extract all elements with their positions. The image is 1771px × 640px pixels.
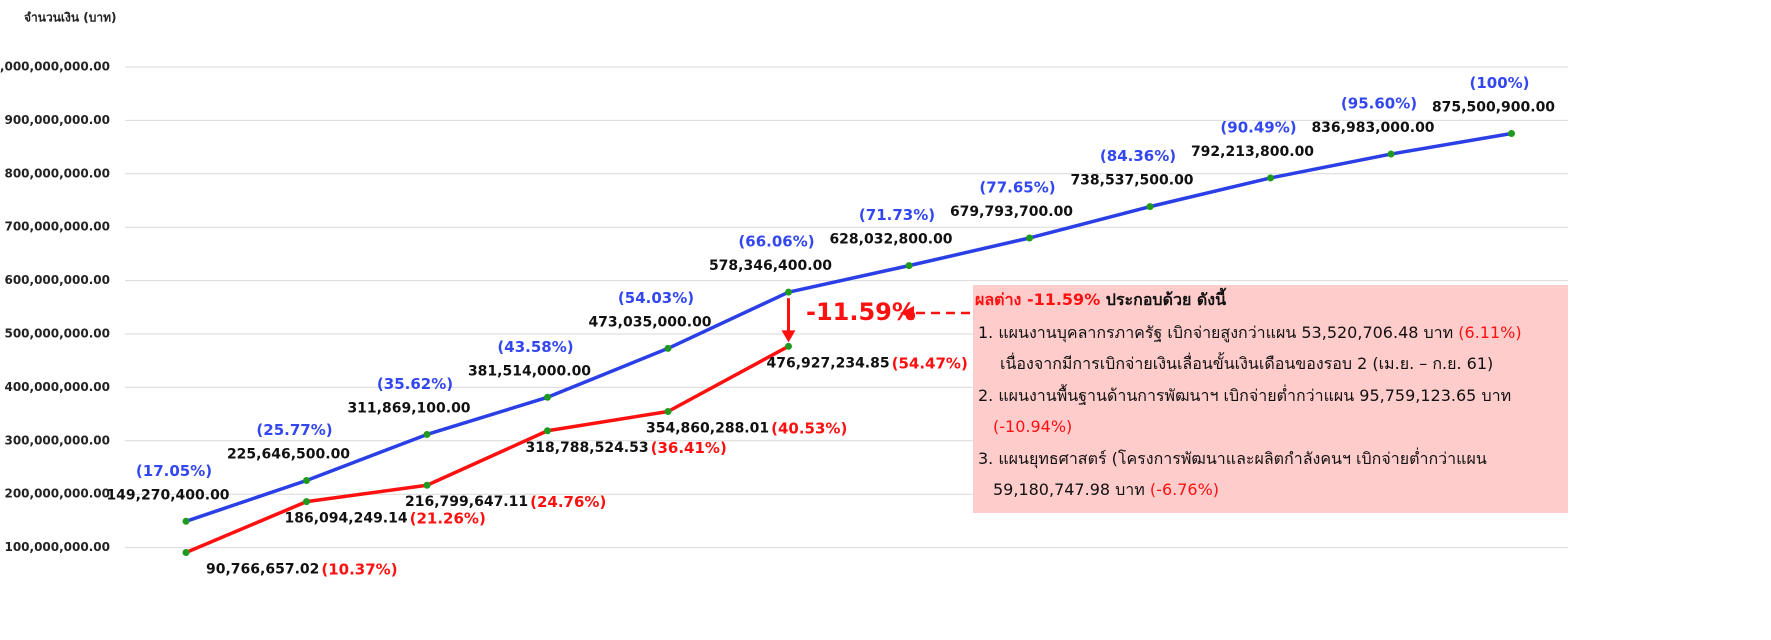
point bbox=[1508, 129, 1515, 137]
percent-label: (40.53%) bbox=[771, 419, 847, 437]
difference-label: -11.59% bbox=[806, 298, 916, 326]
value-label: 578,346,400.00 bbox=[709, 258, 832, 274]
point bbox=[544, 427, 551, 435]
value-label: 628,032,800.00 bbox=[829, 232, 952, 248]
value-text: 216,799,647.11 bbox=[405, 494, 528, 510]
percent-label: (54.03%) bbox=[618, 289, 694, 307]
note-text: เนื่องจากมีการเบิกจ่ายเงินเลื่อนขั้นเงิน… bbox=[1000, 352, 1493, 373]
note-line: 59,180,747.98 บาท (-6.76%) bbox=[993, 480, 1219, 499]
point bbox=[182, 517, 190, 525]
value-label: 836,983,000.00 bbox=[1311, 120, 1434, 136]
percent-label: (84.36%) bbox=[1100, 147, 1176, 165]
series-line bbox=[185, 344, 790, 555]
value-label: 354,860,288.01 (40.53%) bbox=[646, 419, 847, 437]
note-text: 1. แผนงานบุคลากรภาครัฐ เบิกจ่ายสูงกว่าแผ… bbox=[978, 323, 1458, 343]
point bbox=[1146, 203, 1154, 211]
percent-label: (71.73%) bbox=[859, 206, 935, 224]
point bbox=[182, 549, 190, 557]
value-text: 90,766,657.02 bbox=[206, 562, 319, 578]
note-text: (-6.76%) bbox=[1150, 480, 1219, 499]
point bbox=[1387, 150, 1395, 158]
note-text: (6.11%) bbox=[1458, 323, 1521, 342]
value-label: 186,094,249.14 (21.26%) bbox=[285, 509, 486, 527]
note-text: ผลต่าง -11.59% bbox=[975, 290, 1100, 309]
y-tick-label: 100,000,000.00 bbox=[4, 540, 110, 554]
point bbox=[303, 477, 310, 485]
percent-label: (66.06%) bbox=[738, 233, 814, 251]
note-text: ประกอบด้วย ดังนี้ bbox=[1100, 287, 1226, 309]
y-tick-label: 700,000,000.00 bbox=[4, 220, 110, 234]
percent-label: (35.62%) bbox=[377, 375, 453, 393]
y-tick-label: 1,000,000,000.00 bbox=[0, 60, 110, 74]
percent-label: (21.26%) bbox=[410, 509, 486, 527]
point bbox=[423, 481, 431, 489]
point bbox=[303, 498, 310, 506]
point bbox=[544, 393, 551, 401]
percent-label: (100%) bbox=[1469, 74, 1529, 92]
y-tick-label: 200,000,000.00 bbox=[4, 487, 110, 501]
value-label: 318,788,524.53 (36.41%) bbox=[526, 438, 727, 456]
value-text: 318,788,524.53 bbox=[526, 440, 649, 456]
value-label: 216,799,647.11 (24.76%) bbox=[405, 493, 606, 511]
arrow-head bbox=[900, 306, 914, 320]
note-line: (-10.94%) bbox=[993, 417, 1072, 436]
point bbox=[423, 430, 431, 438]
note-line: 3. แผนยุทธศาสตร์ (โครงการพัฒนาและผลิตกำล… bbox=[978, 447, 1487, 469]
value-label: 875,500,900.00 bbox=[1432, 99, 1555, 115]
y-tick-label: 600,000,000.00 bbox=[4, 273, 110, 287]
y-tick-label: 900,000,000.00 bbox=[4, 113, 110, 127]
note-text: (-10.94%) bbox=[993, 417, 1072, 436]
value-label: 679,793,700.00 bbox=[950, 204, 1073, 220]
percent-label: (77.65%) bbox=[979, 178, 1055, 196]
value-text: 186,094,249.14 bbox=[285, 511, 408, 527]
y-tick-label: 300,000,000.00 bbox=[4, 433, 110, 447]
note-text: 3. แผนยุทธศาสตร์ (โครงการพัฒนาและผลิตกำล… bbox=[978, 447, 1487, 469]
value-label: 792,213,800.00 bbox=[1191, 144, 1314, 160]
percent-label: (90.49%) bbox=[1220, 118, 1296, 136]
y-axis-label: จำนวนเงิน (บาท) bbox=[24, 11, 117, 25]
y-tick-label: 500,000,000.00 bbox=[4, 327, 110, 341]
note-line: ผลต่าง -11.59% ประกอบด้วย ดังนี้ bbox=[975, 287, 1226, 309]
arrow-head bbox=[781, 330, 796, 343]
percent-label: (95.60%) bbox=[1341, 95, 1417, 113]
y-tick-label: 400,000,000.00 bbox=[4, 380, 110, 394]
point bbox=[785, 288, 792, 296]
percent-label: (24.76%) bbox=[530, 493, 606, 511]
percent-label: (43.58%) bbox=[497, 338, 573, 356]
note-text: 59,180,747.98 บาท bbox=[993, 480, 1150, 499]
point bbox=[664, 408, 672, 416]
percent-label: (25.77%) bbox=[256, 421, 332, 439]
value-label: 381,514,000.00 bbox=[468, 363, 591, 379]
value-label: 738,537,500.00 bbox=[1070, 173, 1193, 189]
value-label: 473,035,000.00 bbox=[588, 314, 711, 330]
note-line: เนื่องจากมีการเบิกจ่ายเงินเลื่อนขั้นเงิน… bbox=[1000, 352, 1493, 373]
point bbox=[1267, 174, 1274, 182]
point bbox=[785, 342, 792, 350]
point bbox=[905, 262, 913, 270]
note-line: 1. แผนงานบุคลากรภาครัฐ เบิกจ่ายสูงกว่าแผ… bbox=[978, 323, 1522, 343]
value-label: 311,869,100.00 bbox=[347, 400, 470, 416]
point bbox=[1026, 234, 1033, 242]
value-label: 90,766,657.02 (10.37%) bbox=[206, 560, 398, 578]
percent-label: (54.47%) bbox=[892, 354, 968, 372]
value-label: 225,646,500.00 bbox=[227, 447, 350, 463]
point bbox=[664, 344, 672, 352]
percent-label: (17.05%) bbox=[136, 462, 212, 480]
y-tick-label: 800,000,000.00 bbox=[4, 166, 110, 180]
value-label: 476,927,234.85 (54.47%) bbox=[767, 354, 968, 372]
note-line: 2. แผนงานพื้นฐานด้านการพัฒนาฯ เบิกจ่ายต่… bbox=[978, 384, 1511, 405]
note-box bbox=[973, 285, 1568, 513]
percent-label: (10.37%) bbox=[321, 560, 397, 578]
value-text: 354,860,288.01 bbox=[646, 421, 769, 437]
percent-label: (36.41%) bbox=[651, 438, 727, 456]
series-line bbox=[185, 131, 1512, 523]
note-text: 2. แผนงานพื้นฐานด้านการพัฒนาฯ เบิกจ่ายต่… bbox=[978, 384, 1511, 405]
value-text: 476,927,234.85 bbox=[767, 355, 890, 371]
value-label: 149,270,400.00 bbox=[106, 487, 229, 503]
